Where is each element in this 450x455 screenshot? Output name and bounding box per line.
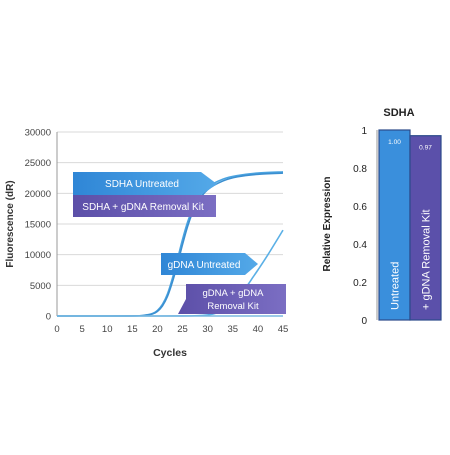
right-y-tick-labels: 0 0.2 0.4 0.6 0.8 1: [353, 126, 367, 327]
callout-sdha-kit-label: SDHA + gDNA Removal Kit: [82, 202, 204, 213]
bar-category-label-1: + gDNA Removal Kit: [421, 209, 433, 310]
right-y-axis-title: Relative Expression: [322, 176, 333, 271]
right-y-tick-label: 0: [361, 316, 367, 327]
callout-sdha-untreated-label: SDHA Untreated: [105, 179, 179, 190]
bar-category-label-0: Untreated: [390, 262, 402, 310]
left-y-tick-label: 0: [46, 312, 51, 323]
left-y-tick-label: 5000: [30, 281, 51, 292]
bar-group-1: 0.97 + gDNA Removal Kit: [409, 135, 442, 321]
callout-gdna-kit: gDNA + gDNA Removal Kit: [178, 284, 286, 314]
relative-expression-bar-chart: SDHA Relative Expression 00.20.40.60.81 …: [322, 107, 442, 327]
left-x-tick-label: 5: [79, 324, 84, 335]
left-x-tick-label: 10: [102, 324, 113, 335]
left-x-axis-title: Cycles: [153, 347, 187, 359]
right-chart-title: SDHA: [383, 107, 414, 119]
left-x-tick-label: 15: [127, 324, 138, 335]
left-x-tick-label: 0: [54, 324, 59, 335]
left-y-tick-label: 25000: [25, 158, 51, 169]
bar-value-label-1: 0.97: [419, 145, 432, 152]
bar-group-0: 1.00 Untreated: [378, 129, 411, 321]
right-y-tick-label: 1: [361, 126, 367, 137]
right-bars: 1.00 Untreated 0.97 + gDNA Removal Kit: [378, 129, 442, 321]
left-y-tick-label: 20000: [25, 189, 51, 200]
left-x-tick-label: 35: [227, 324, 238, 335]
left-x-tick-label: 40: [253, 324, 264, 335]
left-x-tick-label: 30: [202, 324, 213, 335]
bar-value-label-0: 1.00: [388, 139, 401, 146]
left-x-tick-labels: 0 5 10 15 20 25 30 35 40 45: [54, 324, 288, 335]
left-y-tick-label: 30000: [25, 128, 51, 139]
bar-1: [409, 135, 442, 321]
callout-sdha-kit: SDHA + gDNA Removal Kit: [73, 195, 216, 217]
qpcr-amplification-chart: 0 5000 10000 15000 20000 25000 30000 0 5 10 15 20 2…: [5, 128, 288, 360]
right-y-tick-label: 0.8: [353, 164, 367, 175]
left-y-tick-labels: 0 5000 10000 15000 20000 25000 30000: [25, 128, 51, 323]
callout-gdna-kit-label-line2: Removal Kit: [207, 301, 259, 312]
left-y-tick-label: 15000: [25, 220, 51, 231]
callout-gdna-untreated: gDNA Untreated: [161, 253, 258, 275]
left-y-axis-title: Fluorescence (dR): [5, 180, 16, 267]
right-y-tick-label: 0.4: [353, 240, 367, 251]
callout-gdna-kit-label-line1: gDNA + gDNA: [203, 288, 265, 299]
callout-gdna-untreated-label: gDNA Untreated: [168, 260, 241, 271]
right-y-tick-label: 0.2: [353, 278, 367, 289]
right-y-tick-label: 0.6: [353, 202, 367, 213]
callout-sdha-untreated: SDHA Untreated: [73, 172, 217, 195]
left-y-tick-label: 10000: [25, 250, 51, 261]
left-x-tick-label: 25: [177, 324, 188, 335]
left-x-tick-label: 20: [152, 324, 163, 335]
left-x-tick-label: 45: [278, 324, 289, 335]
